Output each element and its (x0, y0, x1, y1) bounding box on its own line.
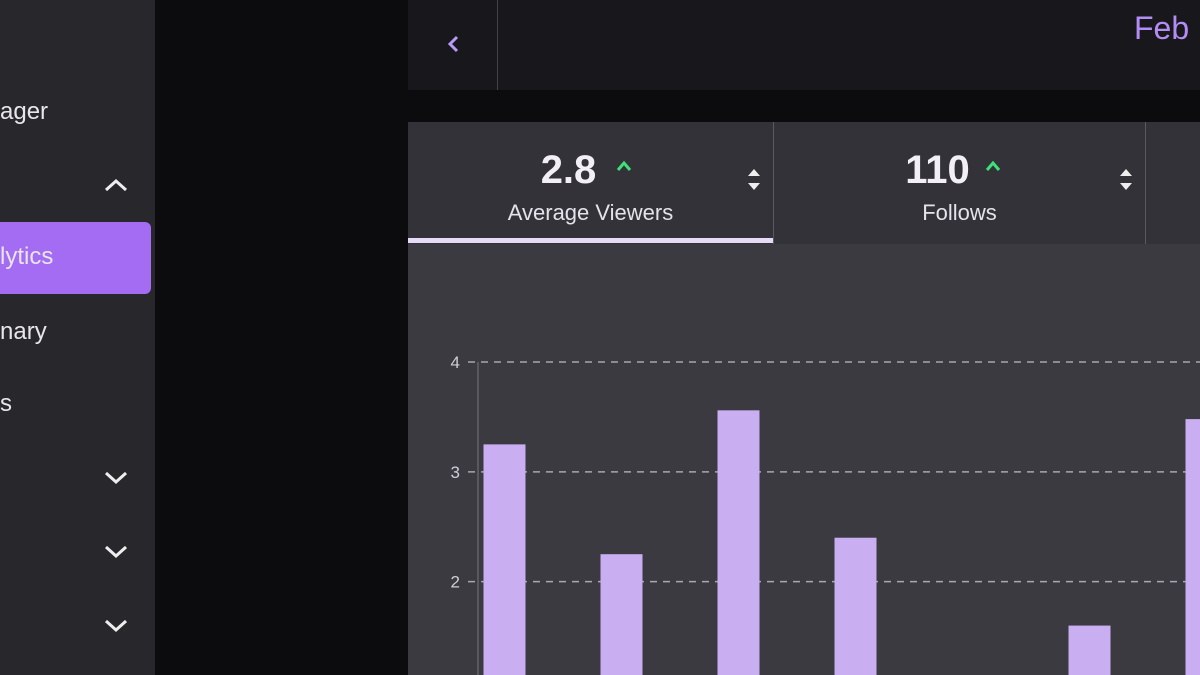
bar (717, 410, 760, 675)
stat-label: Follows (922, 200, 997, 225)
active-nav-highlight (0, 222, 151, 294)
back-button[interactable] (446, 34, 462, 54)
stat-label: Average Viewers (507, 200, 674, 225)
nav-item[interactable]: ager (0, 98, 49, 125)
divider (497, 0, 498, 90)
y-tick-label: 4 (451, 353, 460, 372)
stat-card[interactable] (1146, 122, 1200, 244)
sort-toggle[interactable] (746, 166, 762, 194)
chart: 2 3 4 (451, 353, 1200, 675)
bar (1068, 625, 1111, 675)
y-tick-label: 3 (451, 463, 460, 482)
nav-item[interactable]: lytics (0, 243, 54, 270)
stat-card[interactable]: 110 Follows (774, 122, 1146, 244)
chevron-down[interactable] (104, 471, 128, 485)
chevron-down[interactable] (104, 619, 128, 633)
top-bar: Feb (408, 0, 1200, 90)
stat-card[interactable]: 2.8 Average Viewers (408, 122, 774, 244)
trend-up (985, 160, 1001, 171)
y-tick-label: 2 (451, 573, 460, 592)
chevrons (104, 178, 128, 633)
bar (834, 537, 877, 675)
selected-underline (408, 238, 773, 243)
chevron-down[interactable] (104, 545, 128, 559)
date-range[interactable]: Feb (1134, 10, 1190, 46)
analytics-panel: 2.8 Average Viewers 110 Follows 2 3 4 (408, 122, 1200, 675)
bar (600, 554, 643, 675)
stat-value: 110 (905, 148, 970, 192)
nav-item[interactable]: s (0, 390, 12, 417)
stat-value: 2.8 (540, 148, 597, 192)
chevron-up[interactable] (104, 178, 128, 192)
sidebar: ager lytics nary s (0, 0, 155, 675)
bar (483, 444, 526, 675)
trend-up (616, 160, 632, 171)
bar (1185, 419, 1200, 675)
nav-item[interactable]: nary (0, 318, 47, 345)
sort-toggle[interactable] (1118, 166, 1134, 194)
